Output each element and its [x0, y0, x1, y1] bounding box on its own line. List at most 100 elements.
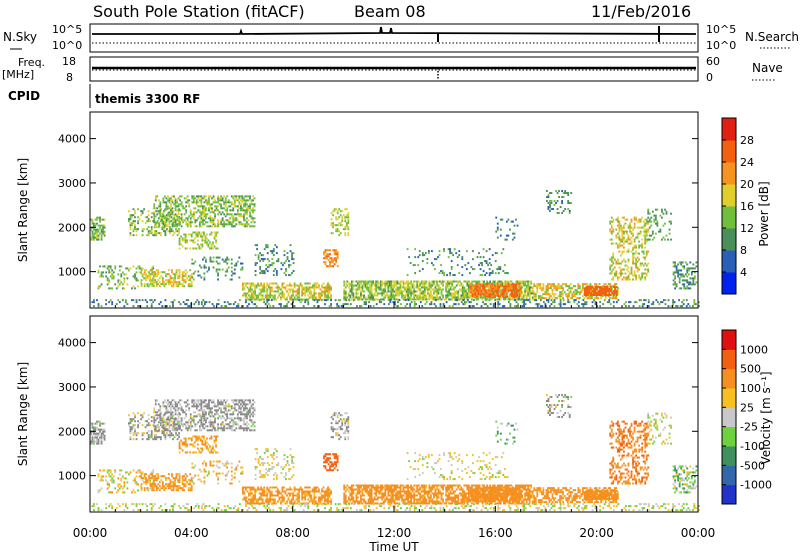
power-cell [219, 269, 221, 271]
power-cell [408, 256, 410, 258]
power-cell [640, 221, 642, 223]
power-cell [181, 213, 183, 215]
power-cell [543, 301, 545, 303]
velocity-cell [148, 430, 150, 432]
power-cell [413, 292, 415, 294]
power-cell [641, 217, 643, 219]
velocity-cell [145, 426, 147, 428]
power-cell [416, 290, 418, 292]
power-cell [232, 221, 234, 223]
velocity-cell [131, 491, 133, 493]
power-cell [226, 269, 228, 271]
power-cell [165, 221, 167, 223]
power-cell [612, 269, 614, 271]
power-cell [329, 292, 331, 294]
power-cell [213, 261, 215, 263]
power-cell [571, 297, 573, 299]
power-cell [335, 208, 337, 210]
power-cell [491, 298, 493, 300]
power-cell [414, 272, 416, 274]
velocity-cell [187, 405, 189, 407]
power-cell [549, 210, 551, 212]
power-cell [193, 279, 195, 281]
power-cell [618, 251, 620, 253]
power-cell [567, 297, 569, 299]
power-cell [457, 294, 459, 296]
power-cell [159, 203, 161, 205]
power-cell [341, 210, 343, 212]
power-cell [556, 297, 558, 299]
power-cell [468, 281, 470, 283]
power-cell [339, 299, 341, 301]
power-cell [558, 196, 560, 198]
power-cell [501, 281, 503, 283]
power-cell [143, 228, 145, 230]
power-cell [165, 275, 167, 277]
velocity-cell [133, 426, 135, 428]
power-cell [222, 219, 224, 221]
power-cell [175, 197, 177, 199]
power-cell [176, 271, 178, 273]
power-cell [592, 305, 594, 307]
power-cell [455, 252, 457, 254]
power-cell [92, 219, 94, 221]
velocity-cell [99, 425, 101, 427]
power-cell [350, 303, 352, 305]
power-cell [254, 203, 256, 205]
velocity-cell [169, 430, 171, 432]
power-cell [636, 301, 638, 303]
power-cell [620, 275, 622, 277]
power-cell [609, 283, 611, 285]
power-cell [655, 215, 657, 217]
power-cell [200, 225, 202, 227]
power-cell [310, 292, 312, 294]
power-cell [413, 296, 415, 298]
power-cell [469, 272, 471, 274]
power-cell [318, 284, 320, 286]
power-cell [332, 222, 334, 224]
velocity-cell [148, 418, 150, 420]
power-cell [98, 287, 100, 289]
power-cell [347, 218, 349, 220]
power-cell [98, 305, 100, 307]
power-cell [461, 258, 463, 260]
power-cell [640, 299, 642, 301]
power-cell [567, 299, 569, 301]
power-cell [337, 253, 339, 255]
velocity-cell [193, 399, 195, 401]
power-cell [253, 296, 255, 298]
power-cell [472, 250, 474, 252]
power-cell [214, 217, 216, 219]
power-cell [483, 281, 485, 283]
power-cell [194, 261, 196, 263]
power-cell [645, 299, 647, 301]
power-cell [309, 288, 311, 290]
velocity-cell [151, 434, 153, 436]
power-cell [254, 209, 256, 211]
power-cell [612, 229, 614, 231]
power-cell [172, 230, 174, 232]
power-cell [199, 223, 201, 225]
colorbar-tick-label: 24 [740, 156, 754, 169]
velocity-cell [111, 477, 113, 479]
power-cell [618, 237, 620, 239]
power-cell [252, 195, 254, 197]
power-cell [226, 211, 228, 213]
power-cell [551, 192, 553, 194]
velocity-cell [160, 436, 162, 438]
power-cell [537, 305, 539, 307]
power-cell [277, 284, 279, 286]
power-cell [123, 305, 125, 307]
power-cell [119, 269, 121, 271]
power-cell [292, 292, 294, 294]
power-cell [628, 251, 630, 253]
power-cell [157, 283, 159, 285]
power-cell [471, 298, 473, 300]
power-cell [262, 260, 264, 262]
power-cell [483, 270, 485, 272]
power-cell [188, 215, 190, 217]
power-cell [173, 285, 175, 287]
power-cell [194, 197, 196, 199]
power-cell [287, 258, 289, 260]
power-cell [377, 298, 379, 300]
